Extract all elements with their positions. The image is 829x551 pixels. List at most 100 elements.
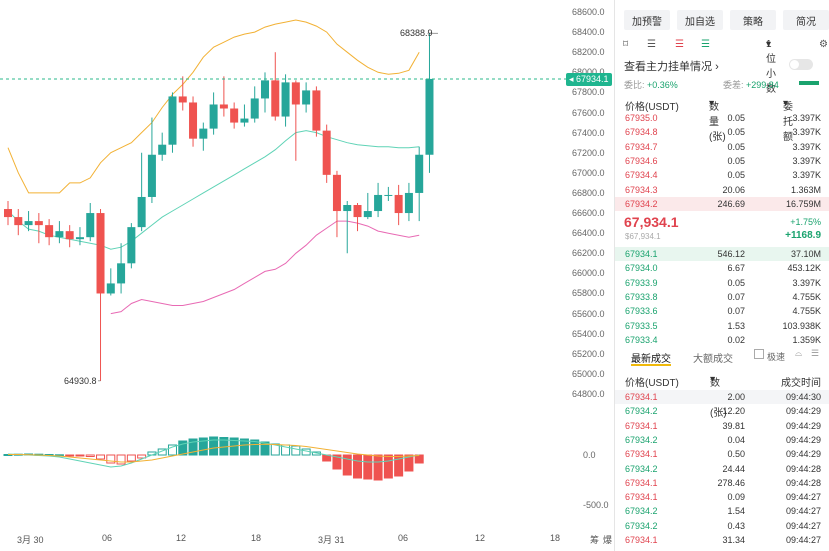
- ask-row[interactable]: 67934.8 0.05 3.397K: [615, 125, 829, 139]
- trade-row[interactable]: 67934.1 0.50 09:44:29: [615, 447, 829, 461]
- book-bid-icon[interactable]: ☰: [701, 39, 710, 50]
- candle: [24, 221, 33, 226]
- price-cell: 67934.1: [625, 249, 658, 259]
- bid-row[interactable]: 67933.8 0.07 4.755K: [615, 290, 829, 304]
- candle: [86, 213, 95, 238]
- macd-bar: [116, 454, 126, 465]
- ask-row[interactable]: 67934.6 0.05 3.397K: [615, 154, 829, 168]
- price-axis-label: 66200.0: [572, 248, 605, 259]
- overview-button[interactable]: 简况: [783, 10, 829, 30]
- candle: [250, 98, 259, 119]
- price-cell: 67934.1: [625, 392, 658, 402]
- bid-row[interactable]: 67933.9 0.05 3.397K: [615, 276, 829, 290]
- qty-cell: 0.05: [727, 127, 745, 138]
- candle: [168, 96, 177, 145]
- trade-row[interactable]: 67934.2 24.44 09:44:28: [615, 462, 829, 476]
- settings-gear-icon[interactable]: ⚙: [819, 39, 828, 50]
- menu-icon[interactable]: ☰: [811, 348, 820, 358]
- candle: [189, 102, 198, 139]
- qty-cell: 246.69: [717, 198, 745, 209]
- price-axis-label: 67200.0: [572, 147, 605, 158]
- time-axis-label: 06: [398, 533, 409, 543]
- price-cell: 67934.2: [625, 434, 658, 445]
- time-cell: 09:44:29: [785, 406, 821, 417]
- bid-row[interactable]: 67934.1 546.12 37.10M: [615, 247, 829, 261]
- book-toolbar: ⌑ ☰ ☰ ☰ 1位小数 ▾ ⚙: [623, 39, 828, 95]
- trade-row[interactable]: 67934.2 1.54 09:44:27: [615, 504, 829, 518]
- high-price-label: 68388.9: [400, 28, 433, 38]
- trade-row[interactable]: 67934.1 39.81 09:44:29: [615, 419, 829, 433]
- macd-bar: [65, 454, 75, 457]
- time-cell: 09:44:29: [785, 434, 821, 445]
- tab-latest-trades[interactable]: 最新成交: [631, 354, 671, 365]
- macd-bar: [332, 454, 342, 470]
- trade-row[interactable]: 67934.1 2.00 09:44:30: [615, 390, 829, 404]
- trade-row[interactable]: 67934.1 0.09 09:44:27: [615, 490, 829, 504]
- price-axis-label: 65000.0: [572, 368, 605, 379]
- book-ask-icon[interactable]: ☰: [675, 39, 684, 50]
- kline-chart[interactable]: 68600.0 68400.0 68200.0 68000.0 67800.0 67600…: [0, 0, 614, 551]
- chart-canvas[interactable]: [0, 0, 614, 551]
- price-cell: 67933.6: [625, 306, 658, 317]
- qty-cell: 0.50: [727, 449, 745, 460]
- trade-row[interactable]: 67934.1 278.46 09:44:28: [615, 476, 829, 490]
- macd-dif-line: [7, 439, 420, 468]
- bid-row[interactable]: 67934.0 6.67 453.12K: [615, 261, 829, 275]
- price-cell: 67934.2: [625, 463, 658, 474]
- ask-row[interactable]: 67934.4 0.05 3.397K: [615, 168, 829, 182]
- total-cell: 37.10M: [790, 249, 821, 259]
- bid-row[interactable]: 67933.4 0.02 1.359K: [615, 333, 829, 347]
- main-orders-toggle[interactable]: [789, 59, 813, 70]
- macd-bar: [383, 454, 393, 479]
- add-alert-button[interactable]: 加预警: [624, 10, 670, 30]
- bid-row[interactable]: 67933.5 1.53 103.938K: [615, 319, 829, 333]
- time-axis-label: 18: [550, 533, 561, 543]
- price-axis-label: 66600.0: [572, 208, 605, 219]
- ask-row[interactable]: 67934.3 20.06 1.363M: [615, 183, 829, 197]
- candle: [374, 194, 383, 212]
- tab-large-trades[interactable]: 大额成交: [693, 354, 733, 365]
- time-axis-label: 12: [176, 533, 187, 543]
- qty-cell: 546.12: [717, 249, 745, 259]
- trade-row[interactable]: 67934.1 31.34 09:44:27: [615, 533, 829, 547]
- trade-row[interactable]: 67934.2 0.04 09:44:29: [615, 433, 829, 447]
- main-orders-link[interactable]: 查看主力挂单情况 ›: [624, 61, 719, 73]
- trade-row[interactable]: 67934.2 12.20 09:44:29: [615, 404, 829, 418]
- candle: [384, 194, 393, 196]
- bookmark-icon[interactable]: ⌑: [623, 39, 629, 50]
- bollinger-upper-line: [7, 19, 420, 194]
- collapse-icon[interactable]: ⌓: [795, 348, 803, 358]
- chip-tab[interactable]: 筹: [590, 535, 600, 545]
- price-axis-label: 66000.0: [572, 268, 605, 279]
- candle: [147, 154, 156, 197]
- ask-row[interactable]: 67935.0 0.05 3.397K: [615, 111, 829, 125]
- ask-row[interactable]: 67934.2 246.69 16.759M: [615, 196, 829, 211]
- trade-row[interactable]: 67934.2 0.43 09:44:27: [615, 519, 829, 533]
- qty-cell: 0.07: [727, 291, 745, 302]
- price-cell: 67934.4: [625, 170, 658, 181]
- book-both-icon[interactable]: ☰: [647, 39, 656, 50]
- ask-row[interactable]: 67934.7 0.05 3.397K: [615, 140, 829, 154]
- qty-cell: 0.04: [727, 434, 745, 445]
- candle: [332, 174, 341, 212]
- candle: [96, 213, 105, 294]
- macd-axis-label: -500.0: [583, 500, 609, 510]
- candle: [75, 237, 84, 240]
- time-axis-label: 18: [251, 533, 262, 543]
- extreme-speed-checkbox[interactable]: [754, 349, 764, 359]
- total-cell: 3.397K: [792, 113, 821, 123]
- candle: [271, 80, 280, 117]
- candle: [106, 283, 115, 294]
- add-watchlist-button[interactable]: 加自选: [677, 10, 723, 30]
- strategy-button[interactable]: 策略: [730, 10, 776, 30]
- bid-row[interactable]: 67933.6 0.07 4.755K: [615, 304, 829, 318]
- price-cell: 67933.9: [625, 277, 658, 288]
- macd-axis-label: 0.0: [583, 450, 596, 460]
- time-cell: 09:44:28: [785, 477, 821, 488]
- liquidation-tab[interactable]: 爆: [603, 535, 613, 545]
- candle: [404, 192, 413, 214]
- macd-bar: [198, 437, 208, 456]
- macd-bar: [209, 436, 219, 456]
- macd-bar: [167, 444, 177, 456]
- price-axis-label: 65800.0: [572, 288, 605, 299]
